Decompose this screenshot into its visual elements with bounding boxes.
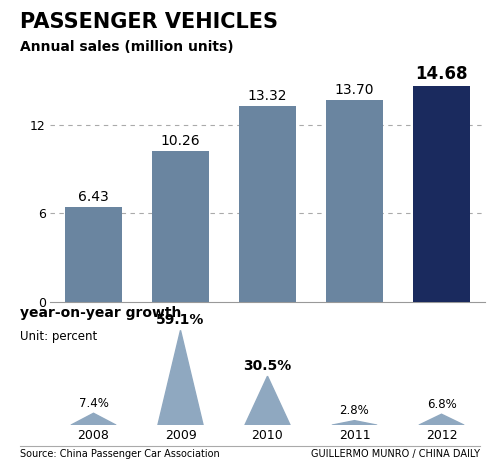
Text: 13.70: 13.70 <box>335 83 374 97</box>
Text: year-on-year growth: year-on-year growth <box>20 306 182 320</box>
Bar <box>239 106 296 302</box>
Text: 10.26: 10.26 <box>160 134 200 148</box>
Text: Annual sales (million units): Annual sales (million units) <box>20 40 234 54</box>
Polygon shape <box>71 413 116 425</box>
Polygon shape <box>332 421 377 425</box>
Polygon shape <box>158 330 203 425</box>
Polygon shape <box>245 376 290 425</box>
Bar <box>152 151 209 302</box>
Text: 6.8%: 6.8% <box>426 398 456 411</box>
Bar <box>413 86 470 302</box>
Text: 2.8%: 2.8% <box>340 405 370 418</box>
Text: Unit: percent: Unit: percent <box>20 330 97 343</box>
Polygon shape <box>419 414 464 425</box>
Bar <box>65 207 122 302</box>
Text: 13.32: 13.32 <box>248 89 287 103</box>
Text: 14.68: 14.68 <box>415 65 468 83</box>
Text: 7.4%: 7.4% <box>78 397 108 410</box>
Text: 59.1%: 59.1% <box>156 313 204 327</box>
Text: 6.43: 6.43 <box>78 190 109 204</box>
Bar <box>326 100 383 302</box>
Text: Source: China Passenger Car Association: Source: China Passenger Car Association <box>20 449 220 459</box>
Text: GUILLERMO MUNRO / CHINA DAILY: GUILLERMO MUNRO / CHINA DAILY <box>311 449 480 459</box>
Text: PASSENGER VEHICLES: PASSENGER VEHICLES <box>20 12 278 32</box>
Text: 30.5%: 30.5% <box>244 359 292 373</box>
